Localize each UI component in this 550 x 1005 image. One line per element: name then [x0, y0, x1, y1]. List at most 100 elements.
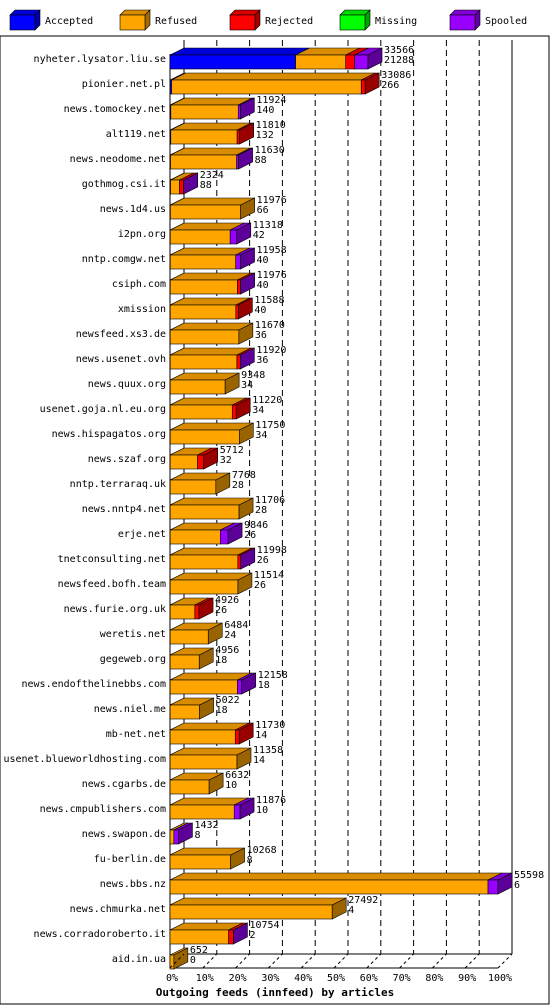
- offered-count-label: 11220: [252, 395, 282, 406]
- accepted-count-label: 0: [190, 955, 196, 966]
- tick-mark: [497, 953, 513, 969]
- bar-end-face: [208, 772, 224, 795]
- x-tick-label: 40%: [294, 973, 312, 984]
- accepted-count-label: 266: [381, 80, 399, 91]
- accepted-count-label: 24: [224, 630, 236, 641]
- offered-count-label: 11358: [253, 745, 283, 756]
- offered-count-label: 11958: [257, 245, 287, 256]
- accepted-count-label: 88: [200, 180, 212, 191]
- accepted-count-label: 18: [215, 655, 227, 666]
- bar-end-face: [233, 922, 248, 945]
- accepted-count-label: 40: [254, 305, 266, 316]
- tick-mark: [464, 953, 480, 969]
- x-axis-ticks: 0% 10% 20% 30% 40% 50% 60% 70% 80% 90% 100%: [166, 953, 513, 984]
- bar-end-face: [198, 597, 214, 620]
- bar-segment-rejected: [235, 304, 239, 320]
- bar-segment-rejected: [237, 554, 242, 570]
- bar-segment-rejected: [236, 129, 240, 145]
- legend-item-rejected: Rejected: [229, 9, 313, 31]
- bar-segment-refused: [169, 629, 209, 645]
- accepted-count-label: 21288: [384, 55, 414, 66]
- bar-segment-rejected: [228, 929, 234, 945]
- bar-end-face: [240, 272, 255, 295]
- accepted-count-label: 18: [216, 705, 228, 716]
- bar-end-face: [173, 947, 189, 970]
- tick-mark: [333, 953, 349, 969]
- bar-segment-refused: [169, 679, 238, 695]
- category-label: tnetconsulting.net: [58, 554, 166, 565]
- bar-end-face: [240, 347, 255, 370]
- accepted-count-label: 40: [257, 255, 269, 266]
- bar-segment-refused: [169, 354, 238, 370]
- bar-segment-rejected: [179, 179, 184, 195]
- category-label: alt119.net: [106, 129, 166, 140]
- category-label: xmission: [118, 304, 166, 315]
- bar-segment-refused: [169, 829, 175, 845]
- category-label: csiph.com: [112, 279, 166, 290]
- accepted-count-label: 36: [256, 355, 268, 366]
- offered-count-label: 4956: [215, 645, 239, 656]
- category-label: nyheter.lysator.liu.se: [34, 54, 166, 65]
- bar-segment-refused: [170, 179, 180, 195]
- bar-segment-refused: [169, 454, 198, 470]
- accepted-count-label: 6: [514, 880, 520, 891]
- offered-count-label: 10268: [247, 845, 277, 856]
- x-tick-label: 90%: [458, 973, 476, 984]
- bar-segment-refused: [170, 129, 238, 145]
- bar-segment-refused: [169, 404, 233, 420]
- offered-count-label: 7768: [232, 470, 256, 481]
- category-label: news.cmpublishers.com: [40, 804, 166, 815]
- bar-end-face: [240, 97, 255, 120]
- offered-count-label: 11976: [257, 270, 287, 281]
- offered-count-label: 11318: [253, 220, 283, 231]
- bar-segment-refused: [169, 429, 240, 445]
- bar-end-face: [235, 397, 251, 420]
- bar-segment-spooled: [220, 529, 229, 545]
- x-tick-label: 0%: [166, 973, 178, 984]
- tick-mark: [432, 953, 447, 969]
- bar-end-face: [236, 222, 252, 245]
- accepted-count-label: 26: [257, 555, 269, 566]
- legend-item-missing: Missing: [339, 9, 417, 31]
- offered-count-label: 11876: [256, 795, 286, 806]
- bar-end-face: [238, 147, 253, 170]
- legend-item-spooled: Spooled: [449, 9, 527, 31]
- bar-segment-refused: [170, 204, 241, 220]
- offered-count-label: 11920: [256, 345, 286, 356]
- legend-label: Rejected: [265, 16, 313, 27]
- category-label: nntp.comgw.net: [82, 254, 166, 265]
- bar-segment-refused: [169, 604, 196, 620]
- offered-count-label: 6484: [224, 620, 248, 631]
- offered-count-label: 11730: [255, 720, 285, 731]
- bar-segment-refused: [169, 579, 239, 595]
- offered-count-label: 9348: [241, 370, 265, 381]
- legend-label: Accepted: [45, 16, 93, 27]
- category-label: newsfeed.xs3.de: [76, 329, 166, 340]
- tick-mark: [300, 953, 316, 969]
- bar-end-face: [497, 872, 513, 895]
- offered-count-label: 1432: [194, 820, 218, 831]
- plot-frame: [0, 35, 550, 1005]
- tick-mark: [366, 953, 382, 969]
- bar-end-face: [240, 247, 255, 270]
- bar-segment-refused: [169, 929, 229, 945]
- bar-segment-refused: [171, 79, 362, 95]
- accepted-count-label: 32: [220, 455, 232, 466]
- bar-end-face: [239, 422, 254, 445]
- bar-segment-top: [171, 72, 376, 81]
